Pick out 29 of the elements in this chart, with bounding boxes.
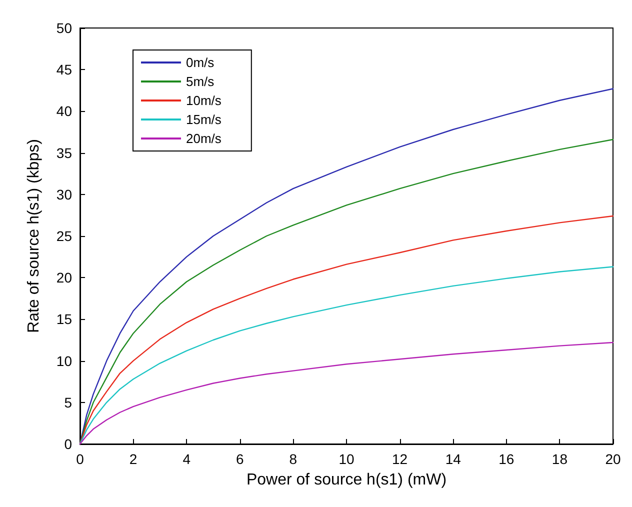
x-tick-label: 10 (338, 451, 354, 467)
y-tick-label: 40 (56, 103, 72, 120)
x-axis-title: Power of source h(s1) (mW) (246, 472, 447, 488)
x-tick-label: 8 (289, 451, 298, 467)
legend-label: 5m/s (186, 74, 215, 89)
x-tick-label: 4 (182, 451, 191, 467)
y-tick-label: 25 (56, 228, 72, 244)
legend-label: 20m/s (186, 131, 222, 146)
legend-label: 15m/s (186, 112, 222, 127)
y-tick-label: 35 (56, 144, 72, 161)
y-tick-label: 10 (56, 352, 72, 369)
x-tick-label: 18 (552, 451, 568, 467)
x-tick-label: 14 (445, 451, 462, 467)
x-tick-label: 6 (236, 451, 244, 467)
y-axis-title: Rate of source h(s1) (kbps) (26, 139, 42, 333)
y-tick-label: 20 (56, 270, 72, 286)
x-tick-label: 0 (76, 451, 84, 467)
x-tick-label: 20 (605, 451, 621, 467)
x-tick-label: 2 (129, 451, 138, 467)
x-tick-label: 12 (392, 451, 408, 467)
legend-label: 10m/s (186, 93, 222, 108)
y-tick-label: 5 (64, 394, 72, 410)
y-tick-label: 50 (56, 20, 72, 36)
y-tick-label: 0 (64, 436, 72, 452)
y-tick-label: 30 (56, 186, 72, 202)
y-tick-label: 45 (56, 62, 72, 78)
legend-label: 0m/s (186, 55, 215, 70)
y-tick-label: 15 (56, 311, 72, 328)
x-tick-label: 16 (498, 451, 514, 467)
